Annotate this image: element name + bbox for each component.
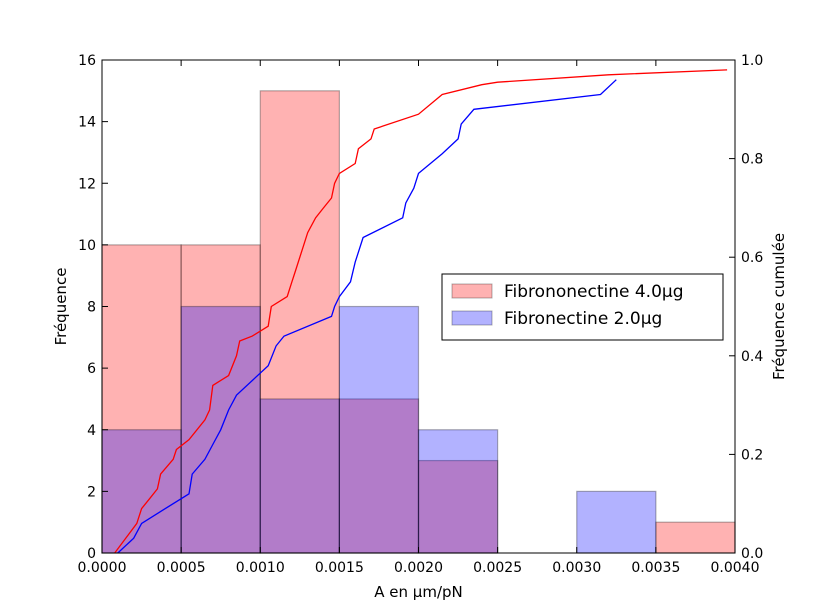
cumulative-line-series1 [117,79,617,554]
x-tick-label: 0.0010 [236,560,285,576]
x-tick-label: 0.0025 [473,560,522,576]
y-tick-label: 0 [87,546,96,562]
axis-ticks: 0.0000 0.0005 0.0010 0.0015 0.0020 0.0025 0.00… [78,53,764,576]
bar-series0-bin2 [259,90,340,554]
y-axis-right-label: Fréquence cumulée [770,233,788,380]
cumulative-lines [114,69,728,554]
y-axis-label: Fréquence [52,268,70,346]
bar-series1-bin4 [417,429,499,554]
bar-series0-bin3 [338,398,420,554]
bar-series1-bin3 [338,305,420,554]
y-right-tick-label: 0.4 [741,349,763,365]
legend-swatch-fibronectine-2 [451,310,493,326]
y-tick-label: 16 [78,53,96,69]
y-tick-label: 12 [78,176,96,192]
legend-label-fibronectine-4: Fibrononectine 4.0µg [504,282,684,302]
legend: Fibrononectine 4.0µg Fibronectine 2.0µg [441,273,724,341]
bar-series1-bin2 [259,398,340,554]
y-tick-label: 6 [87,361,96,377]
bar-series0-bin0 [101,244,182,554]
y-tick-label: 14 [78,115,96,131]
y-tick-label: 10 [78,238,96,254]
x-tick-label: 0.0030 [552,560,601,576]
legend-label-fibronectine-2: Fibronectine 2.0µg [504,309,662,329]
y-tick-label: 4 [87,423,96,439]
bar-series0-bin7 [655,521,736,554]
x-tick-label: 0.0015 [315,560,364,576]
y-right-tick-label: 0.2 [741,447,763,463]
x-tick-label: 0.0035 [631,560,680,576]
x-tick-label: 0.0040 [711,560,760,576]
bar-series1-bin1 [180,305,261,554]
cumulative-line-series0 [114,69,728,554]
x-tick-label: 0.0000 [78,560,127,576]
x-axis-label: A en µm/pN [374,583,462,601]
histogram-bars [101,90,736,554]
y-right-tick-label: 0.6 [741,250,763,266]
y-tick-label: 2 [87,484,96,500]
legend-swatch-fibronectine-4 [451,283,493,299]
x-tick-label: 0.0005 [157,560,206,576]
bar-series0-bin1 [180,244,261,554]
y-tick-label: 8 [87,300,96,316]
bar-series1-bin0 [101,429,182,554]
legend-box [441,273,724,341]
y-right-tick-label: 0.0 [741,546,763,562]
bar-series1-bin6 [576,490,657,554]
y-right-tick-label: 1.0 [741,53,763,69]
y-right-tick-label: 0.8 [741,152,763,168]
x-tick-label: 0.0020 [394,560,443,576]
